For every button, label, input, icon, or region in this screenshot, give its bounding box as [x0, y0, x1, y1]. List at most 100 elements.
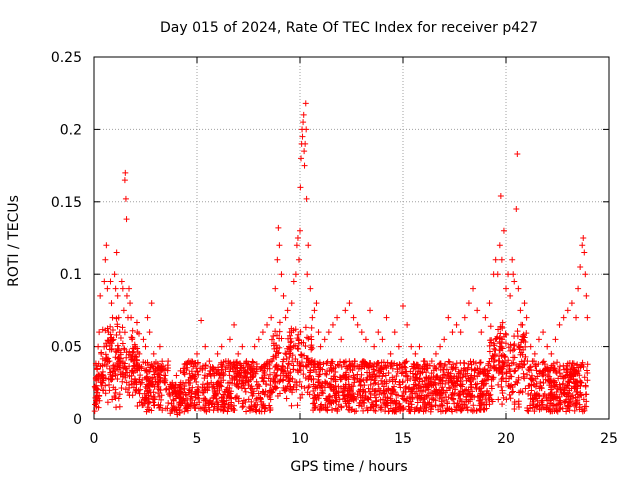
x-tick-label: 10 — [291, 431, 309, 447]
scatter-point — [382, 362, 389, 369]
scatter-point — [356, 379, 363, 386]
scatter-point — [417, 406, 424, 413]
scatter-point — [251, 401, 258, 408]
scatter-point — [577, 391, 584, 398]
scatter-point — [315, 329, 322, 336]
scatter-point — [576, 372, 583, 379]
scatter-point — [180, 369, 187, 376]
scatter-point — [330, 365, 337, 372]
scatter-point — [305, 359, 312, 366]
scatter-point — [415, 382, 422, 389]
scatter-point — [584, 370, 591, 377]
scatter-point — [546, 373, 553, 380]
scatter-point — [514, 380, 521, 387]
scatter-point — [486, 348, 493, 355]
scatter-point — [412, 377, 419, 384]
scatter-point — [347, 391, 354, 398]
scatter-point — [391, 383, 398, 390]
scatter-point — [443, 375, 450, 382]
scatter-point — [520, 373, 527, 380]
scatter-point — [554, 394, 561, 401]
x-tick-label: 25 — [600, 431, 618, 447]
scatter-point — [127, 352, 134, 359]
scatter-point — [217, 382, 224, 389]
scatter-point — [123, 216, 130, 223]
scatter-point — [505, 357, 512, 364]
scatter-point — [130, 358, 137, 365]
scatter-point — [471, 394, 478, 401]
scatter-point — [202, 343, 209, 350]
scatter-point — [181, 408, 188, 415]
scatter-point — [96, 392, 103, 399]
scatter-point — [116, 403, 123, 410]
scatter-point — [509, 256, 516, 263]
scatter-point — [425, 392, 432, 399]
scatter-point — [306, 373, 313, 380]
scatter-point — [121, 345, 128, 352]
scatter-point — [132, 343, 139, 350]
scatter-point — [177, 387, 184, 394]
scatter-point — [288, 402, 295, 409]
scatter-point — [267, 396, 274, 403]
scatter-point — [316, 382, 323, 389]
scatter-point — [491, 351, 498, 358]
scatter-point — [264, 321, 271, 328]
scatter-point — [170, 396, 177, 403]
scatter-point — [372, 379, 379, 386]
scatter-point — [353, 408, 360, 415]
scatter-point — [126, 382, 133, 389]
scatter-point — [458, 367, 465, 374]
scatter-point — [402, 388, 409, 395]
scatter-point — [563, 372, 570, 379]
scatter-point — [318, 401, 325, 408]
scatter-point — [137, 380, 144, 387]
scatter-point — [417, 383, 424, 390]
scatter-point — [458, 406, 465, 413]
scatter-point — [273, 384, 280, 391]
scatter-point — [546, 367, 553, 374]
scatter-point — [560, 314, 567, 321]
scatter-point — [142, 383, 149, 390]
scatter-point — [355, 402, 362, 409]
scatter-point — [121, 360, 128, 367]
scatter-point — [156, 393, 163, 400]
scatter-point — [388, 360, 395, 367]
scatter-point — [378, 404, 385, 411]
scatter-point — [270, 386, 277, 393]
scatter-point — [473, 407, 480, 414]
scatter-point — [370, 366, 377, 373]
scatter-point — [146, 329, 153, 336]
scatter-point — [578, 379, 585, 386]
scatter-point — [186, 370, 193, 377]
scatter-point — [507, 395, 514, 402]
scatter-point — [303, 126, 310, 133]
scatter-point — [294, 402, 301, 409]
scatter-point — [242, 373, 249, 380]
scatter-point — [268, 336, 275, 343]
scatter-point — [257, 394, 264, 401]
scatter-point — [211, 392, 218, 399]
scatter-point — [283, 374, 290, 381]
scatter-point — [478, 388, 485, 395]
scatter-point — [479, 391, 486, 398]
scatter-point — [534, 402, 541, 409]
scatter-point — [259, 329, 266, 336]
scatter-point — [450, 365, 457, 372]
scatter-point — [152, 365, 159, 372]
scatter-point — [375, 381, 382, 388]
scatter-point — [136, 350, 143, 357]
scatter-point — [102, 390, 109, 397]
scatter-point — [371, 407, 378, 414]
scatter-point — [334, 408, 341, 415]
scatter-point — [394, 362, 401, 369]
scatter-point — [572, 383, 579, 390]
scatter-point — [195, 383, 202, 390]
scatter-point — [457, 370, 464, 377]
scatter-point — [312, 403, 319, 410]
y-tick-label: 0.1 — [60, 267, 82, 283]
scatter-point — [112, 389, 119, 396]
scatter-point — [136, 376, 143, 383]
scatter-point — [445, 369, 452, 376]
scatter-point — [441, 371, 448, 378]
scatter-point — [283, 395, 290, 402]
